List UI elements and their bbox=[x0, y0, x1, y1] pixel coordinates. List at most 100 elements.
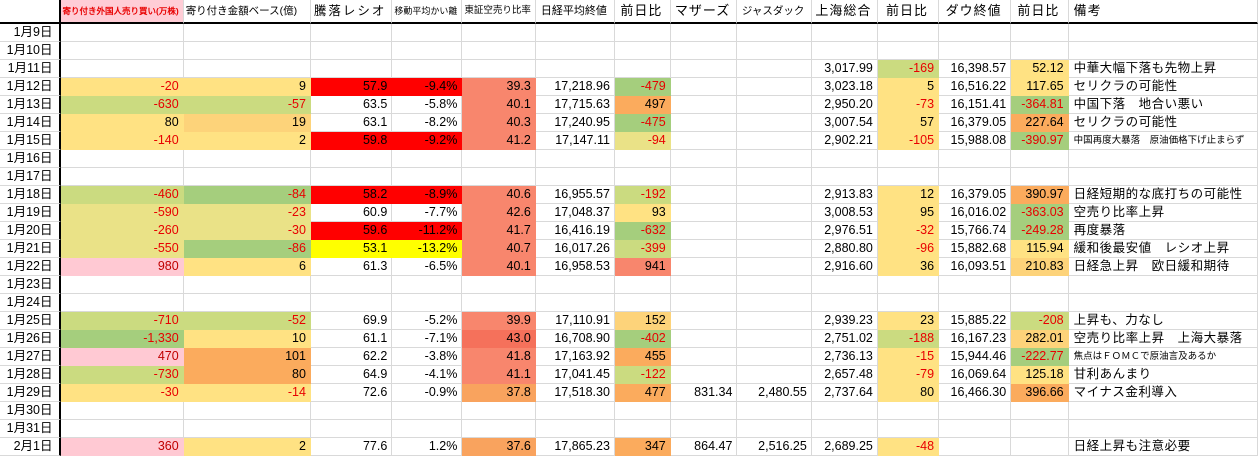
cell[interactable]: 61.3 bbox=[310, 258, 393, 276]
cell[interactable]: 2,657.48 bbox=[811, 366, 878, 384]
cell[interactable] bbox=[670, 132, 738, 150]
column-header[interactable]: 備考 bbox=[1068, 0, 1258, 24]
cell[interactable]: 455 bbox=[614, 348, 671, 366]
cell[interactable] bbox=[737, 222, 812, 240]
cell[interactable]: -30 bbox=[183, 222, 311, 240]
cell[interactable]: 上昇も、力なし bbox=[1068, 312, 1258, 330]
cell[interactable]: 3,017.99 bbox=[811, 60, 878, 78]
cell[interactable]: 41.1 bbox=[462, 366, 536, 384]
cell[interactable] bbox=[670, 24, 738, 42]
cell[interactable]: 152 bbox=[614, 312, 671, 330]
cell[interactable] bbox=[614, 276, 671, 294]
cell[interactable]: 69.9 bbox=[310, 312, 393, 330]
cell[interactable]: 23 bbox=[877, 312, 940, 330]
cell[interactable] bbox=[1011, 150, 1069, 168]
cell[interactable] bbox=[670, 258, 738, 276]
row-date[interactable]: 1月19日 bbox=[0, 204, 61, 222]
cell[interactable]: 日経上昇も注意必要 bbox=[1068, 438, 1258, 456]
cell[interactable] bbox=[535, 276, 615, 294]
cell[interactable] bbox=[1068, 402, 1258, 420]
cell[interactable]: -402 bbox=[614, 330, 671, 348]
column-header[interactable]: 日経平均終値 bbox=[535, 0, 615, 24]
cell[interactable] bbox=[737, 168, 812, 186]
column-header[interactable]: マザーズ bbox=[670, 0, 738, 24]
cell[interactable]: 2,689.25 bbox=[811, 438, 878, 456]
cell[interactable]: 16,151.41 bbox=[939, 96, 1012, 114]
cell[interactable]: -169 bbox=[877, 60, 940, 78]
cell[interactable]: -260 bbox=[60, 222, 184, 240]
cell[interactable] bbox=[811, 294, 878, 312]
cell[interactable] bbox=[877, 42, 940, 60]
cell[interactable]: 16,379.05 bbox=[939, 186, 1012, 204]
cell[interactable]: 15,988.08 bbox=[939, 132, 1012, 150]
cell[interactable] bbox=[614, 420, 671, 438]
cell[interactable]: 日経急上昇 欧日緩和期待 bbox=[1068, 258, 1258, 276]
column-header[interactable]: ジャスダック bbox=[737, 0, 812, 24]
cell[interactable] bbox=[670, 312, 738, 330]
cell[interactable] bbox=[737, 240, 812, 258]
cell[interactable]: 59.6 bbox=[310, 222, 393, 240]
cell[interactable]: 36 bbox=[877, 258, 940, 276]
cell[interactable] bbox=[737, 276, 812, 294]
cell[interactable]: -632 bbox=[614, 222, 671, 240]
cell[interactable]: 40.6 bbox=[462, 186, 536, 204]
cell[interactable] bbox=[392, 42, 463, 60]
cell[interactable] bbox=[811, 168, 878, 186]
cell[interactable]: 80 bbox=[60, 114, 184, 132]
cell[interactable]: 17,048.37 bbox=[535, 204, 615, 222]
row-date[interactable]: 1月25日 bbox=[0, 312, 61, 330]
cell[interactable]: -460 bbox=[60, 186, 184, 204]
cell[interactable]: 125.18 bbox=[1011, 366, 1069, 384]
cell[interactable]: 115.94 bbox=[1011, 240, 1069, 258]
cell[interactable]: 80 bbox=[877, 384, 940, 402]
cell[interactable] bbox=[737, 60, 812, 78]
cell[interactable] bbox=[737, 258, 812, 276]
cell[interactable]: 2 bbox=[183, 438, 311, 456]
cell[interactable]: マイナス金利導入 bbox=[1068, 384, 1258, 402]
cell[interactable] bbox=[1011, 420, 1069, 438]
cell[interactable]: -140 bbox=[60, 132, 184, 150]
cell[interactable]: 37.6 bbox=[462, 438, 536, 456]
cell[interactable]: 甘利あんまり bbox=[1068, 366, 1258, 384]
cell[interactable] bbox=[737, 24, 812, 42]
cell[interactable] bbox=[670, 366, 738, 384]
cell[interactable]: 864.47 bbox=[670, 438, 738, 456]
cell[interactable] bbox=[183, 294, 311, 312]
cell[interactable]: 9 bbox=[183, 78, 311, 96]
cell[interactable] bbox=[310, 150, 393, 168]
cell[interactable] bbox=[462, 150, 536, 168]
column-header[interactable]: 寄り付き金額ベース(億) bbox=[183, 0, 311, 24]
cell[interactable]: 15,766.74 bbox=[939, 222, 1012, 240]
cell[interactable]: 41.7 bbox=[462, 222, 536, 240]
cell[interactable] bbox=[462, 402, 536, 420]
cell[interactable] bbox=[183, 420, 311, 438]
cell[interactable]: 77.6 bbox=[310, 438, 393, 456]
cell[interactable]: -23 bbox=[183, 204, 311, 222]
cell[interactable]: 41.2 bbox=[462, 132, 536, 150]
cell[interactable]: -13.2% bbox=[392, 240, 463, 258]
cell[interactable] bbox=[670, 294, 738, 312]
column-header[interactable]: 騰落レシオ bbox=[310, 0, 393, 24]
cell[interactable]: 16,708.90 bbox=[535, 330, 615, 348]
cell[interactable]: 62.2 bbox=[310, 348, 393, 366]
cell[interactable] bbox=[60, 60, 184, 78]
cell[interactable] bbox=[670, 168, 738, 186]
cell[interactable] bbox=[939, 24, 1012, 42]
cell[interactable] bbox=[614, 150, 671, 168]
cell[interactable] bbox=[737, 366, 812, 384]
cell[interactable]: -5.8% bbox=[392, 96, 463, 114]
cell[interactable] bbox=[1011, 42, 1069, 60]
column-header[interactable]: 前日比 bbox=[1011, 0, 1069, 24]
cell[interactable]: 3,007.54 bbox=[811, 114, 878, 132]
cell[interactable] bbox=[811, 420, 878, 438]
cell[interactable]: 3,023.18 bbox=[811, 78, 878, 96]
cell[interactable] bbox=[939, 42, 1012, 60]
cell[interactable] bbox=[737, 204, 812, 222]
cell[interactable]: セリクラの可能性 bbox=[1068, 78, 1258, 96]
cell[interactable]: 2,939.23 bbox=[811, 312, 878, 330]
cell[interactable]: 17,041.45 bbox=[535, 366, 615, 384]
cell[interactable] bbox=[462, 276, 536, 294]
cell[interactable] bbox=[670, 60, 738, 78]
column-header[interactable]: 前日比 bbox=[614, 0, 671, 24]
cell[interactable]: 42.6 bbox=[462, 204, 536, 222]
